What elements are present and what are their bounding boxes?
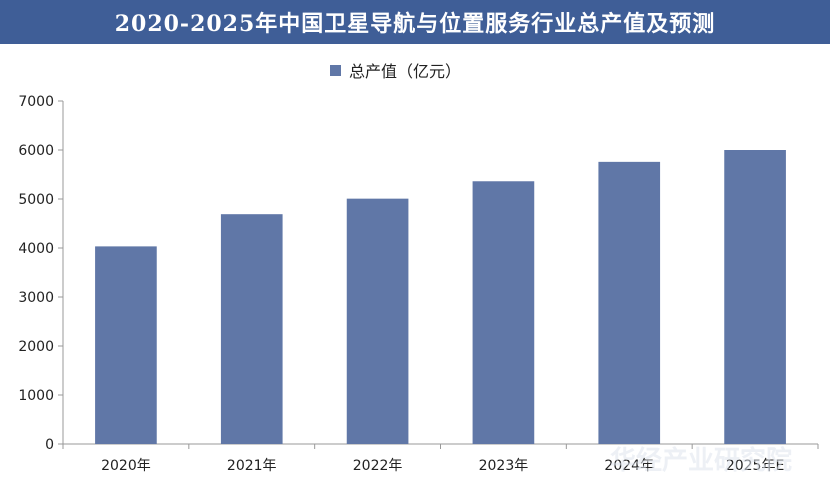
chart-title-bar: 2020-2025年中国卫星导航与位置服务行业总产值及预测 [0, 0, 830, 44]
x-tick-label: 2022年 [353, 458, 403, 474]
legend: 总产值（亿元） [330, 58, 461, 82]
y-tick-label: 2000 [18, 339, 54, 355]
bar [598, 161, 661, 444]
bar [220, 214, 283, 444]
bar [724, 150, 786, 444]
y-tick-label: 4000 [18, 241, 54, 257]
bar [95, 246, 157, 444]
legend-label: 总产值（亿元） [349, 62, 462, 81]
y-tick-label: 0 [45, 437, 54, 453]
x-tick-label: 2023年 [479, 458, 529, 474]
bar [472, 181, 535, 444]
bar [346, 198, 409, 444]
legend-swatch [330, 64, 341, 76]
chart-title: 2020-2025年中国卫星导航与位置服务行业总产值及预测 [114, 11, 716, 37]
y-tick-label: 1000 [18, 388, 54, 404]
x-tick-label: 2025年E [726, 458, 784, 474]
x-tick-label: 2024年 [604, 458, 654, 474]
y-tick-label: 7000 [18, 94, 54, 110]
y-tick-label: 5000 [18, 192, 54, 208]
y-tick-label: 6000 [18, 143, 54, 159]
y-tick-label: 3000 [18, 290, 54, 306]
x-tick-label: 2020年 [101, 458, 151, 474]
x-tick-label: 2021年 [227, 458, 277, 474]
